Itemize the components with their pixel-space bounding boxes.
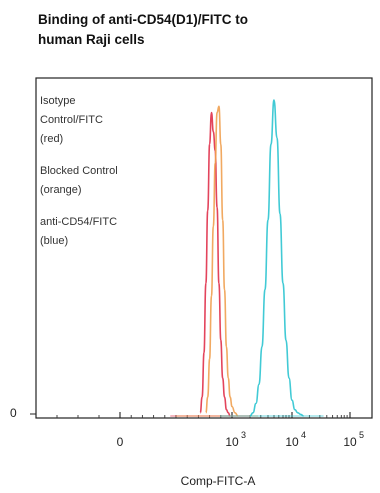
axis-labels: Comp-FITC-A [181, 474, 256, 488]
series-line-2 [205, 105, 239, 417]
y-tick-label: 0 [10, 406, 17, 420]
x-tick-label: 10 [343, 435, 357, 449]
legend-entry-2-line-2: (orange) [40, 184, 82, 196]
plot-border [35, 77, 373, 419]
legend: Isotype Control/FITC (red) Blocked Control (… [40, 95, 118, 247]
x-axis-ticks: 0 10 3 10 4 10 5 [56, 412, 364, 449]
legend-entry-1-line-1: Isotype [40, 95, 75, 107]
x-tick-label: 0 [117, 435, 124, 449]
chart-title-line-2: human Raji cells [38, 32, 145, 47]
x-tick-label: 10 [225, 435, 239, 449]
legend-entry-1-line-3: (red) [40, 133, 63, 145]
legend-entry-3-line-2: (blue) [40, 235, 68, 247]
legend-entry-2-line-1: Blocked Control [40, 165, 118, 177]
chart-title: Binding of anti-CD54(D1)/FITC to human R… [38, 10, 368, 50]
series-line-3 [249, 99, 304, 417]
x-axis-label: Comp-FITC-A [181, 474, 256, 488]
legend-entry-1-line-2: Control/FITC [40, 114, 103, 126]
legend-entry-3-line-1: anti-CD54/FITC [40, 216, 117, 228]
series-layer [170, 99, 324, 417]
x-tick-exponent: 5 [359, 430, 364, 440]
chart-title-line-1: Binding of anti-CD54(D1)/FITC to [38, 12, 248, 27]
plot-frame: 0 [10, 77, 373, 420]
x-tick-exponent: 4 [301, 430, 306, 440]
x-tick-exponent: 3 [241, 430, 246, 440]
x-tick-label: 10 [285, 435, 299, 449]
